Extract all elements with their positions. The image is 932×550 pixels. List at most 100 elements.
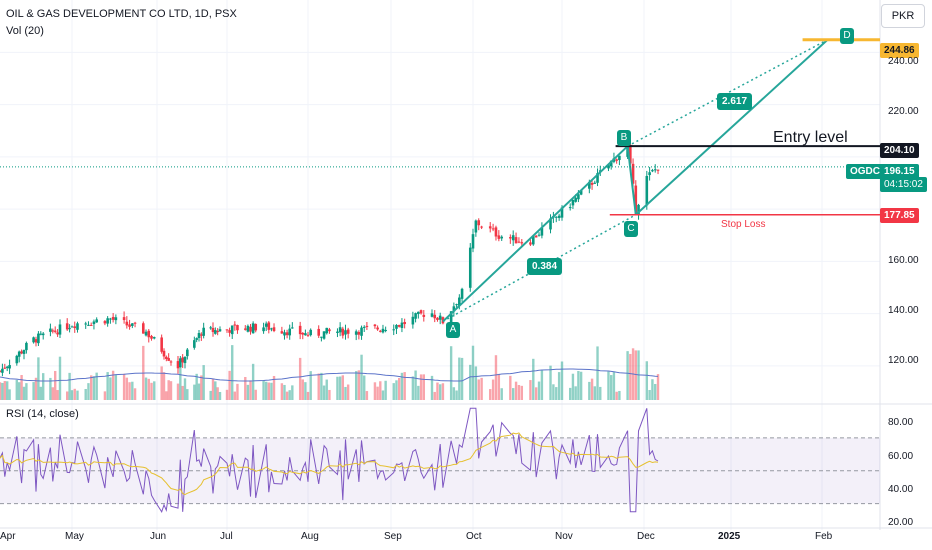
volume-bar [304, 382, 307, 400]
volume-bar [56, 390, 59, 400]
candle-body [249, 326, 252, 332]
volume-bar [392, 383, 395, 400]
candle-body [20, 351, 23, 354]
volume-bar [233, 391, 237, 400]
volume-bar [34, 377, 38, 400]
candle-body [267, 322, 271, 330]
candle-body [648, 172, 651, 176]
chart-title: OIL & GAS DEVELOPMENT CO LTD, 1D, PSX [6, 8, 237, 20]
volume-bar [320, 372, 323, 400]
candle-body [317, 328, 321, 336]
volume-bar [532, 358, 535, 400]
volume-bar [436, 382, 439, 400]
time-tick: Jul [220, 531, 233, 542]
candle-body [111, 316, 115, 320]
candle-body [537, 234, 541, 236]
volume-bar [133, 388, 137, 400]
volume-bar [150, 382, 153, 400]
symbol-badge: OGDC [846, 164, 884, 179]
candle-body [403, 321, 406, 325]
candle-body [579, 189, 583, 195]
candle-body [288, 328, 292, 336]
volume-bar [588, 381, 591, 400]
volume-bar [618, 390, 621, 400]
candle-body [381, 328, 385, 333]
candle-body [197, 333, 201, 339]
volume-bar [379, 381, 382, 400]
candle-body [5, 366, 9, 368]
candle-body [92, 321, 96, 325]
candle-body [87, 324, 90, 326]
volume-bar [89, 375, 93, 400]
currency-button[interactable]: PKR [881, 4, 925, 28]
candle-body [609, 160, 613, 167]
volume-bar [395, 380, 398, 400]
volume-bar [42, 373, 45, 400]
candle-body [637, 204, 640, 216]
candle-body [51, 330, 55, 332]
candle-body [209, 327, 212, 329]
volume-bar [574, 386, 577, 400]
candle-body [577, 194, 580, 200]
volume-bar [144, 377, 148, 400]
rsi-indicator-label: RSI (14, close) [6, 408, 79, 420]
volume-bar [211, 378, 215, 400]
volume-bar [270, 382, 273, 400]
candle-body [109, 318, 112, 320]
candle-body [471, 234, 475, 249]
volume-bar [51, 387, 54, 400]
time-tick: 2025 [718, 531, 741, 542]
volume-bar [246, 384, 250, 400]
candle-body [291, 327, 294, 329]
candle-body [25, 342, 28, 351]
candle-body [162, 350, 166, 357]
candle-body [645, 175, 649, 206]
volume-bar [280, 383, 284, 400]
candle-body [169, 361, 173, 363]
stop-loss-label: Stop Loss [721, 219, 766, 230]
volume-bar [68, 372, 71, 400]
rsi-line [0, 407, 659, 513]
candle-body [179, 358, 182, 368]
candle-body [378, 330, 382, 332]
candle-body [22, 350, 26, 354]
rsi-tick: 60.00 [888, 451, 914, 462]
price-tick: 220.00 [888, 106, 919, 117]
candle-body [202, 327, 205, 336]
volume-bar [480, 377, 483, 400]
volume-bar [549, 365, 552, 400]
volume-bar [497, 373, 501, 400]
candle-body [574, 197, 577, 202]
candle-body [615, 159, 618, 161]
volume-bars [0, 345, 660, 400]
candle-body [285, 332, 289, 336]
volume-bar [103, 391, 107, 400]
volume-bar [251, 363, 255, 400]
last-price-badge: 196.15 [880, 164, 919, 179]
candle-body [283, 332, 286, 336]
candle-body [32, 337, 35, 343]
candle-body [186, 349, 189, 357]
volume-bar [381, 390, 385, 400]
volume-bar [357, 370, 361, 400]
rsi-ma-line [0, 432, 659, 496]
volume-bar [216, 387, 219, 400]
candle-body [477, 220, 481, 226]
candle-body [322, 331, 326, 339]
volume-bar [403, 372, 406, 400]
candle-body [230, 325, 234, 335]
volume-bar [209, 390, 212, 400]
candle-body [95, 319, 98, 323]
volume-bar [195, 373, 198, 400]
volume-bar [162, 372, 166, 400]
volume-bar [165, 391, 168, 400]
volume-bar [654, 383, 657, 400]
volume-bar [131, 381, 134, 400]
candle-body [103, 321, 107, 324]
volume-bar [494, 355, 498, 400]
entry-price-badge: 204.10 [880, 143, 919, 158]
candle-body [497, 235, 501, 239]
volume-bar [25, 383, 28, 400]
volume-bar [560, 361, 564, 400]
